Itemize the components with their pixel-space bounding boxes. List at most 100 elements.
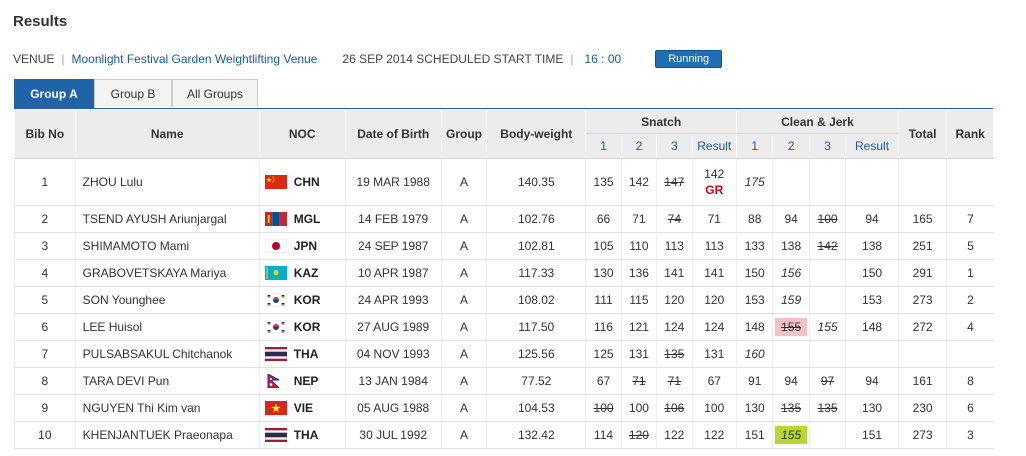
cj-attempt-2-value: 156	[781, 266, 802, 280]
bib-no: 8	[14, 367, 76, 395]
record-badge: GR	[705, 183, 724, 197]
body-weight: 102.76	[486, 205, 586, 233]
group: A	[440, 421, 487, 449]
cj-attempt-1: 91	[736, 367, 773, 395]
table-row[interactable]: 1 ZHOU Lulu CHN 19 MAR 1988 A 140.35 135 142 147…	[14, 158, 994, 206]
rank: 7	[946, 205, 994, 233]
col-snatch-1: 1	[585, 133, 622, 159]
snatch-attempt-1-value: 135	[593, 175, 614, 189]
bib-no: 1	[14, 158, 76, 206]
cj-result: 94	[845, 205, 899, 233]
col-bodyweight: Body-weight	[486, 109, 587, 159]
kazakhstan-flag-icon	[264, 266, 287, 280]
col-rank: Rank	[946, 109, 994, 159]
group: A	[440, 313, 487, 341]
col-cj-2: 2	[772, 133, 810, 159]
snatch-attempt-3: 124	[656, 313, 693, 341]
cj-attempt-1: 150	[736, 259, 773, 287]
thailand-flag-icon	[264, 347, 287, 361]
snatch-attempt-1-value: 100	[593, 401, 614, 415]
cj-attempt-2-value: 155	[775, 426, 808, 444]
cj-attempt-3: 155	[808, 313, 846, 341]
tab-group-b[interactable]: Group B	[94, 79, 172, 107]
noc-code: JPN	[293, 239, 318, 253]
snatch-attempt-3-value: 106	[664, 401, 685, 415]
bib-no: 7	[14, 340, 76, 368]
cj-attempt-1-value: 150	[744, 266, 765, 280]
rank	[946, 158, 994, 206]
venue-bar: VENUE | Moonlight Festival Garden Weight…	[13, 50, 723, 68]
date-of-birth: 05 AUG 1988	[344, 394, 442, 422]
cj-attempt-3: 142	[808, 232, 846, 260]
col-snatch: Snatch	[585, 109, 738, 134]
total: 273	[897, 421, 947, 449]
china-flag-icon	[264, 175, 287, 189]
snatch-result: 142 GR	[691, 158, 737, 206]
cj-attempt-1: 148	[736, 313, 773, 341]
snatch-attempt-3: 74	[656, 205, 693, 233]
col-noc: NOC	[258, 109, 346, 159]
body-weight: 108.02	[486, 286, 586, 314]
cj-result: 138	[845, 232, 899, 260]
table-row[interactable]: 7 PULSABSAKUL Chitchanok THA 04 NOV 1993 A 12…	[14, 340, 994, 368]
cj-attempt-1: 153	[736, 286, 773, 314]
table-row[interactable]: 10 KHENJANTUEK Praeonapa THA 30 JUL 1992 A 13…	[14, 421, 994, 449]
total: 230	[897, 394, 947, 422]
col-snatch-2: 2	[620, 133, 658, 159]
athlete-name: KHENJANTUEK Praeonapa	[74, 421, 260, 449]
table-row[interactable]: 9 NGUYEN Thi Kim van VIE 05 AUG 1988 A 104.53…	[14, 394, 994, 422]
body-weight: 132.42	[486, 421, 586, 449]
table-row[interactable]: 2 TSEND AYUSH Ariunjargal MGL 14 FEB 1979 A 1…	[14, 205, 994, 233]
snatch-attempt-1-value: 67	[596, 374, 611, 388]
cj-attempt-3	[808, 340, 846, 368]
date-of-birth: 04 NOV 1993	[344, 340, 442, 368]
table-row[interactable]: 6 LEE Huisol KOR 27 AUG 1989 A 117.50 116 121 12…	[14, 313, 994, 341]
table-row[interactable]: 4 GRABOVETSKAYA Mariya KAZ 10 APR 1987 A 117.…	[14, 259, 994, 287]
group: A	[440, 394, 487, 422]
snatch-attempt-1: 67	[585, 367, 622, 395]
cj-result: 153	[845, 286, 899, 314]
noc-code: KAZ	[293, 266, 319, 280]
cj-attempt-3	[808, 286, 846, 314]
table-row[interactable]: 3 SHIMAMOTO Mami JPN 24 SEP 1987 A 102.81 105 1…	[14, 232, 994, 260]
table-row[interactable]: 8 TARA DEVI Pun NEP 13 JAN 1984 A 77.52 67 71 71…	[14, 367, 994, 395]
date-of-birth: 10 APR 1987	[344, 259, 442, 287]
tab-all-groups[interactable]: All Groups	[172, 79, 258, 107]
cj-attempt-3-value: 142	[817, 239, 838, 253]
cj-attempt-2-value: 155	[775, 318, 808, 336]
bib-no: 3	[14, 232, 76, 260]
cj-result	[845, 158, 899, 206]
group: A	[440, 205, 487, 233]
venue-separator: |	[61, 52, 65, 66]
snatch-attempt-1-value: 114	[593, 428, 614, 442]
bib-no: 6	[14, 313, 76, 341]
snatch-attempt-2-value: 142	[628, 175, 649, 189]
snatch-result-value: 142	[704, 167, 725, 181]
table-row[interactable]: 5 SON Younghee KOR 24 APR 1993 A 108.02 111 115…	[14, 286, 994, 314]
snatch-attempt-2: 120	[620, 421, 657, 449]
schedule-text: 26 SEP 2014 SCHEDULED START TIME	[342, 52, 564, 66]
cj-attempt-2: 155	[772, 313, 810, 341]
cj-attempt-1: 160	[736, 340, 773, 368]
schedule-separator: |	[570, 52, 574, 66]
noc-code: CHN	[293, 175, 320, 189]
noc-cell: NEP	[258, 367, 346, 395]
venue-name[interactable]: Moonlight Festival Garden Weightlifting …	[71, 52, 318, 66]
snatch-attempt-2-value: 100	[628, 401, 649, 415]
snatch-attempt-3-value: 113	[664, 239, 684, 253]
cj-attempt-1: 151	[736, 421, 773, 449]
bib-no: 2	[14, 205, 76, 233]
nepal-flag-icon	[265, 374, 287, 388]
tab-group-a[interactable]: Group A	[14, 79, 94, 108]
noc-code: KOR	[293, 293, 321, 307]
noc-cell: VIE	[258, 394, 346, 422]
snatch-attempt-3-value: 120	[664, 293, 685, 307]
cj-attempt-3-value: 100	[817, 212, 838, 226]
total: 291	[897, 259, 947, 287]
total: 161	[897, 367, 947, 395]
noc-cell: THA	[258, 340, 346, 368]
cj-result	[845, 340, 899, 368]
cj-attempt-1-value: 153	[744, 293, 765, 307]
snatch-attempt-1: 130	[585, 259, 622, 287]
snatch-result: 120	[691, 286, 737, 314]
